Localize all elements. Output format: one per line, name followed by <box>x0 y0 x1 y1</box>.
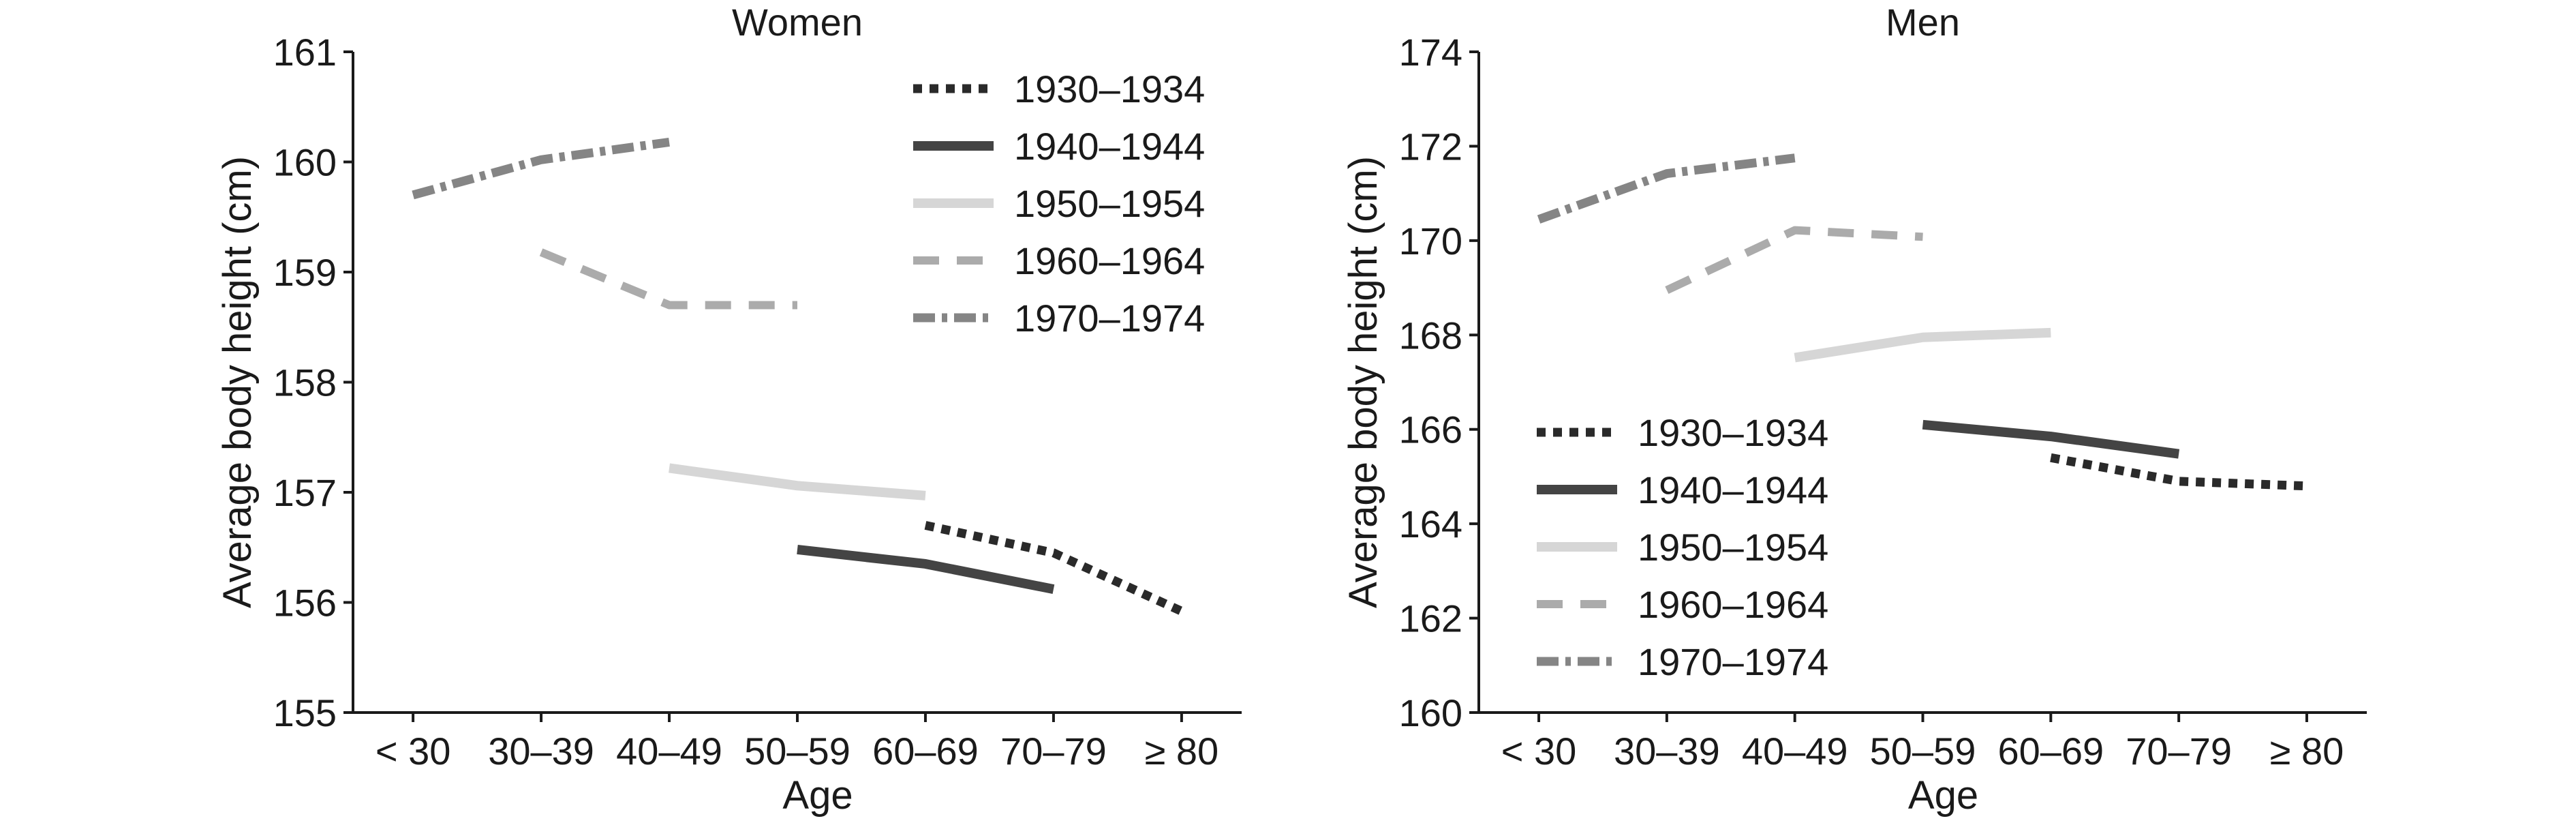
men-legend-label: 1950–1954 <box>1638 526 1828 569</box>
men-x-tick-label: 30–39 <box>1614 730 1720 773</box>
men-legend-label: 1970–1974 <box>1638 640 1828 683</box>
women-y-tick-label: 161 <box>273 31 337 74</box>
women-x-tick-label: 30–39 <box>488 730 594 773</box>
men-x-tick-label: 70–79 <box>2126 730 2232 773</box>
men-y-tick-label: 166 <box>1399 408 1462 451</box>
women-series-line-1930–1934 <box>924 521 1184 616</box>
men-y-tick-label: 164 <box>1399 503 1462 545</box>
women-x-tick-label: 70–79 <box>1000 730 1107 773</box>
women-x-tick-label: 60–69 <box>872 730 979 773</box>
men-legend-label: 1960–1964 <box>1638 583 1828 626</box>
men-series-line-1930–1934 <box>2050 453 2307 491</box>
women-legend-label: 1950–1954 <box>1014 182 1205 225</box>
men-y-axis-title: Average body height (cm) <box>1341 156 1385 608</box>
women-series-line-1940–1944 <box>797 545 1055 594</box>
women-y-tick-label: 155 <box>273 691 337 734</box>
women-chart-title: Women <box>732 1 863 44</box>
men-x-tick-label: 60–69 <box>1997 730 2104 773</box>
men-y-tick-label: 172 <box>1399 125 1462 168</box>
women-y-tick-label: 158 <box>273 361 337 404</box>
women-series-line-1960–1964 <box>539 248 797 310</box>
men-y-tick-label: 174 <box>1399 31 1462 74</box>
men-y-tick-label: 170 <box>1399 220 1462 263</box>
men-y-tick-label: 160 <box>1399 691 1462 734</box>
men-chart-title: Men <box>1886 1 1960 44</box>
women-x-tick-label: ≥ 80 <box>1145 730 1219 773</box>
men-x-tick-label: 50–59 <box>1870 730 1976 773</box>
men-series-line-1940–1944 <box>1922 419 2180 459</box>
women-legend-label: 1970–1974 <box>1014 297 1205 340</box>
women-x-tick-label: < 30 <box>375 730 451 773</box>
men-x-tick-label: ≥ 80 <box>2270 730 2344 773</box>
women-y-tick-label: 160 <box>273 141 337 184</box>
men-series-line-1970–1974 <box>1537 153 1796 224</box>
women-y-tick-label: 156 <box>273 582 337 625</box>
women-y-tick-label: 159 <box>273 251 337 294</box>
men-series-line-1950–1954 <box>1794 327 2051 363</box>
men-x-axis-title: Age <box>1908 773 1978 818</box>
women-legend-label: 1930–1934 <box>1014 68 1205 110</box>
men-y-tick-label: 168 <box>1399 314 1462 357</box>
men-legend-label: 1940–1944 <box>1638 468 1828 511</box>
women-legend-label: 1940–1944 <box>1014 125 1205 168</box>
women-series-line-1970–1974 <box>412 137 670 200</box>
men-legend-label: 1930–1934 <box>1638 411 1828 454</box>
women-y-axis-title: Average body height (cm) <box>215 156 260 608</box>
men-x-tick-label: 40–49 <box>1742 730 1848 773</box>
women-x-tick-label: 40–49 <box>616 730 722 773</box>
women-y-tick-label: 157 <box>273 471 337 514</box>
women-x-tick-label: 50–59 <box>744 730 850 773</box>
women-legend-label: 1960–1964 <box>1014 239 1205 282</box>
men-series-line-1960–1964 <box>1665 226 1923 294</box>
women-x-axis-title: Age <box>782 773 853 818</box>
men-y-tick-label: 162 <box>1399 597 1462 640</box>
women-series-line-1950–1954 <box>669 463 926 500</box>
men-x-tick-label: < 30 <box>1501 730 1577 773</box>
